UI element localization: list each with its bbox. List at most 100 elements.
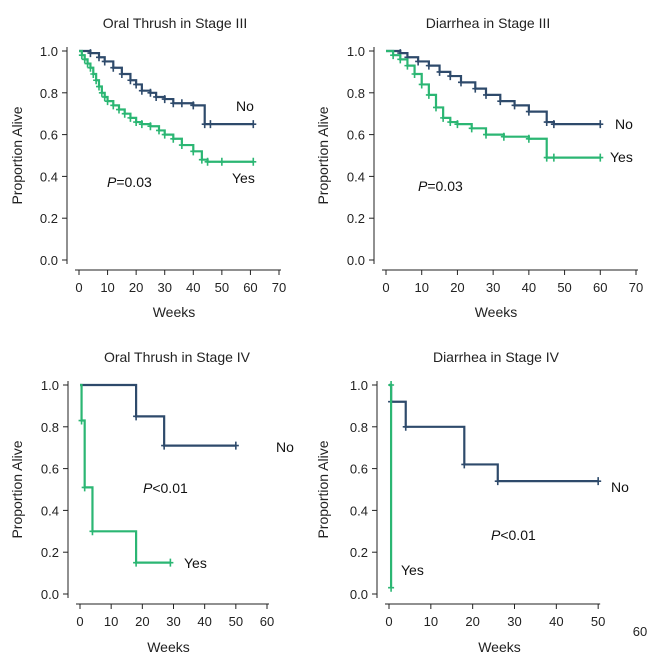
y-tick-label: 1.0 (347, 44, 365, 59)
censor-mark (433, 103, 439, 112)
y-tick-label: 1.0 (41, 378, 59, 393)
y-tick-label: 0.0 (40, 253, 58, 268)
censor-mark (436, 67, 443, 76)
series-line-no (80, 383, 236, 447)
panel-3: Oral Thrush in Stage IV 0.0 0.2 0.4 0.6 0.8 1.… (9, 349, 294, 653)
censor-mark (595, 477, 602, 486)
p-value-annotation: P=0.03 (418, 178, 463, 194)
censor-mark (511, 101, 518, 110)
censor-mark (84, 59, 91, 68)
y-tick-label: 0.0 (41, 587, 59, 602)
censor-mark (101, 57, 108, 66)
censor-mark (87, 63, 94, 72)
y-tick-label: 0.6 (41, 462, 59, 477)
censor-mark (170, 134, 177, 143)
x-tick-label-extra: 60 (633, 624, 647, 639)
x-axis-label: Weeks (475, 304, 518, 320)
censor-mark (133, 412, 140, 421)
censor-mark (190, 147, 197, 156)
censor-mark (138, 86, 145, 95)
x-axis-label: Weeks (147, 639, 190, 653)
censor-mark (161, 441, 168, 450)
censor-mark (483, 130, 489, 139)
censor-mark (597, 120, 604, 129)
censor-mark (418, 80, 425, 89)
censor-mark (101, 92, 108, 101)
censor-mark (497, 97, 504, 106)
censor-mark (93, 76, 100, 85)
x-tick-label: 40 (549, 614, 563, 629)
y-tick-label: 0.8 (347, 86, 365, 101)
y-axis-label: Proportion Alive (315, 106, 331, 204)
censor-mark (425, 90, 432, 99)
p-value-annotation: P<0.01 (143, 480, 188, 496)
censor-mark (525, 107, 532, 116)
censor-mark (118, 69, 125, 78)
series-line-yes (389, 383, 393, 588)
p-value-symbol: P (143, 480, 153, 496)
censor-mark (198, 155, 205, 164)
series-line-yes (80, 383, 171, 564)
censor-mark (411, 69, 418, 78)
series-label-no: No (611, 479, 629, 495)
y-tick-label: 0.8 (41, 420, 59, 435)
censor-mark (201, 120, 208, 129)
y-tick-label: 0.0 (350, 587, 368, 602)
p-value-symbol: P (418, 178, 428, 194)
panel-title: Oral Thrush in Stage IV (104, 349, 251, 365)
censor-mark (133, 80, 140, 89)
censor-mark (78, 416, 85, 425)
x-tick-label: 20 (465, 614, 479, 629)
censor-mark (543, 118, 550, 127)
censor-mark (178, 141, 185, 150)
y-tick-label: 1.0 (40, 44, 58, 59)
censor-mark (87, 49, 94, 58)
x-tick-label: 50 (229, 614, 243, 629)
censor-mark (178, 99, 185, 108)
series-label-no: No (276, 439, 294, 455)
x-tick-label: 30 (486, 280, 500, 295)
p-value-annotation: P=0.03 (107, 174, 152, 190)
y-axis-label: Proportion Alive (9, 106, 25, 204)
censor-mark (447, 72, 454, 81)
x-tick-label: 70 (272, 280, 286, 295)
x-tick-label: 30 (166, 614, 180, 629)
censor-mark (138, 120, 145, 129)
censor-mark (153, 92, 160, 101)
series-line-yes (386, 49, 601, 159)
x-tick-label: 50 (591, 614, 605, 629)
p-value-text: =0.03 (116, 174, 152, 190)
x-tick-label: 60 (593, 280, 607, 295)
y-tick-label: 0.6 (347, 128, 365, 143)
censor-mark (525, 134, 532, 143)
panel-title: Oral Thrush in Stage III (103, 15, 247, 31)
censor-mark (232, 441, 239, 450)
x-tick-label: 40 (522, 280, 536, 295)
censor-mark (397, 55, 404, 64)
censor-mark (415, 57, 422, 66)
p-value-symbol: P (107, 174, 117, 190)
censor-mark (458, 78, 464, 87)
x-axis-label: Weeks (478, 639, 521, 653)
x-tick-label: 70 (629, 280, 643, 295)
y-axis-label: Proportion Alive (9, 440, 25, 538)
series-label-no: No (236, 98, 254, 114)
p-value-text: =0.03 (427, 178, 463, 194)
censor-mark (190, 101, 197, 110)
series-label-yes: Yes (184, 555, 207, 571)
censor-mark (447, 118, 454, 127)
censor-mark (110, 63, 117, 72)
x-tick-label: 20 (135, 614, 149, 629)
panel-2: Diarrhea in Stage III 0.0 0.2 0.4 0.6 0.8 1.0 0… (315, 15, 643, 320)
censor-mark (388, 583, 395, 592)
panel-1: Oral Thrush in Stage III 0.0 0.2 0.4 0.6 0.8 1… (9, 15, 286, 320)
x-tick-label: 30 (157, 280, 171, 295)
censor-mark (81, 55, 88, 64)
censor-mark (207, 120, 214, 129)
censor-mark (472, 84, 479, 93)
x-tick-label: 0 (76, 614, 83, 629)
x-tick-label: 20 (129, 280, 143, 295)
censor-mark (147, 122, 154, 131)
series-label-no: No (615, 116, 633, 132)
